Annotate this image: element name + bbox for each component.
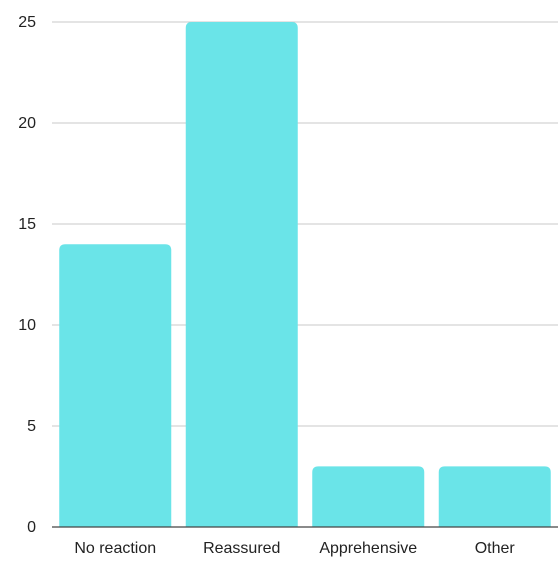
x-tick-label: Other xyxy=(475,540,516,557)
x-tick-label: Apprehensive xyxy=(319,540,417,557)
y-tick-label: 0 xyxy=(27,519,36,536)
bar-other xyxy=(438,466,551,527)
y-tick-label: 25 xyxy=(18,14,36,31)
x-tick-labels: No reaction Reassured Apprehensive Other xyxy=(74,540,515,557)
bars xyxy=(59,22,551,527)
x-tick-label: Reassured xyxy=(203,540,280,557)
y-tick-label: 5 xyxy=(27,418,36,435)
bar-reassured xyxy=(185,22,298,527)
bar-no-reaction xyxy=(59,244,172,527)
x-tick-label: No reaction xyxy=(74,540,156,557)
y-tick-labels: 0 5 10 15 20 25 xyxy=(18,14,36,536)
y-tick-label: 15 xyxy=(18,216,36,233)
bar-apprehensive xyxy=(312,466,425,527)
y-tick-label: 20 xyxy=(18,115,36,132)
y-tick-label: 10 xyxy=(18,317,36,334)
